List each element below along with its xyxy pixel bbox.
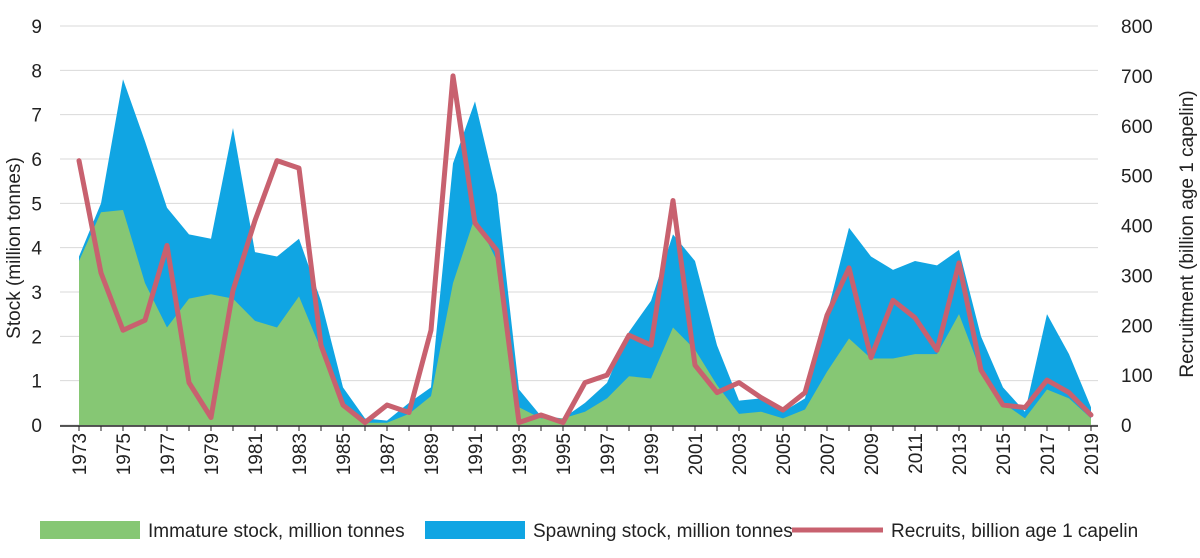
x-tick-label: 1999: [642, 433, 663, 475]
left-tick-label: 6: [31, 150, 42, 171]
right-axis-ticks: 0 100 200 300 400 500 600 700 800: [1121, 17, 1153, 437]
x-tick-label: 1973: [70, 433, 91, 475]
left-tick-label: 1: [31, 372, 42, 393]
x-tick-label: 1985: [334, 433, 355, 475]
x-tick-label: 1997: [598, 433, 619, 475]
left-tick-label: 7: [31, 106, 42, 127]
x-tick-label: 2013: [950, 433, 971, 475]
x-tick-label: 1995: [554, 433, 575, 475]
x-tick-label: 1975: [114, 433, 135, 475]
x-tick-label: 2009: [862, 433, 883, 475]
x-tick-label: 1979: [202, 433, 223, 475]
legend-label-recruits: Recruits, billion age 1 capelin: [891, 521, 1138, 542]
stock-areas: [79, 79, 1091, 425]
left-tick-label: 3: [31, 283, 42, 304]
recruits-line-group: [76, 73, 1094, 426]
x-tick-label: 1981: [246, 433, 267, 475]
x-tick-label: 2007: [818, 433, 839, 475]
legend-swatch-spawning: [425, 521, 525, 539]
right-tick-label: 200: [1121, 316, 1153, 337]
recruits-line: [76, 73, 1094, 426]
x-tick-label: 1993: [510, 433, 531, 475]
legend-label-immature: Immature stock, million tonnes: [148, 521, 405, 542]
right-tick-label: 100: [1121, 366, 1153, 387]
x-axis-ticks: 1973 1975 1977 1979 1981 1983 1985 1987 1989 1991…: [70, 433, 1103, 475]
left-tick-label: 8: [31, 61, 42, 82]
legend-swatch-immature: [40, 521, 140, 539]
right-tick-label: 800: [1121, 17, 1153, 38]
right-tick-label: 300: [1121, 266, 1153, 287]
x-tick-label: 2001: [686, 433, 707, 475]
left-axis-title: Stock (million tonnes): [4, 157, 25, 339]
right-tick-label: 600: [1121, 117, 1153, 138]
left-tick-label: 2: [31, 327, 42, 348]
immature-stock-area: [79, 209, 1091, 425]
x-tick-label: 2005: [774, 433, 795, 475]
x-tick-label: 2003: [730, 433, 751, 475]
right-axis-title: Recruitment (billion age 1 capelin): [1177, 90, 1198, 377]
x-tick-label: 2019: [1082, 433, 1103, 475]
x-axis-line: [60, 425, 1098, 431]
legend-label-spawning: Spawning stock, million tonnes: [533, 521, 793, 542]
x-tick-label: 1987: [378, 433, 399, 475]
x-tick-label: 1977: [158, 433, 179, 475]
x-tick-label: 1983: [290, 433, 311, 475]
right-tick-label: 0: [1121, 416, 1132, 437]
right-tick-label: 700: [1121, 67, 1153, 88]
legend: Immature stock, million tonnes Spawning …: [40, 521, 1138, 542]
left-axis-ticks: 0 1 2 3 4 5 6 7 8 9: [31, 17, 42, 437]
x-tick-label: 1991: [466, 433, 487, 475]
left-tick-label: 9: [31, 17, 42, 38]
right-tick-label: 400: [1121, 217, 1153, 238]
right-tick-label: 500: [1121, 167, 1153, 188]
left-tick-label: 5: [31, 194, 42, 215]
x-tick-label: 2017: [1038, 433, 1059, 475]
x-tick-label: 2011: [906, 433, 927, 474]
left-tick-label: 0: [31, 416, 42, 437]
x-tick-label: 1989: [422, 433, 443, 475]
x-tick-label: 2015: [994, 433, 1015, 475]
left-tick-label: 4: [31, 239, 42, 260]
spawning-stock-area: [79, 79, 1091, 425]
